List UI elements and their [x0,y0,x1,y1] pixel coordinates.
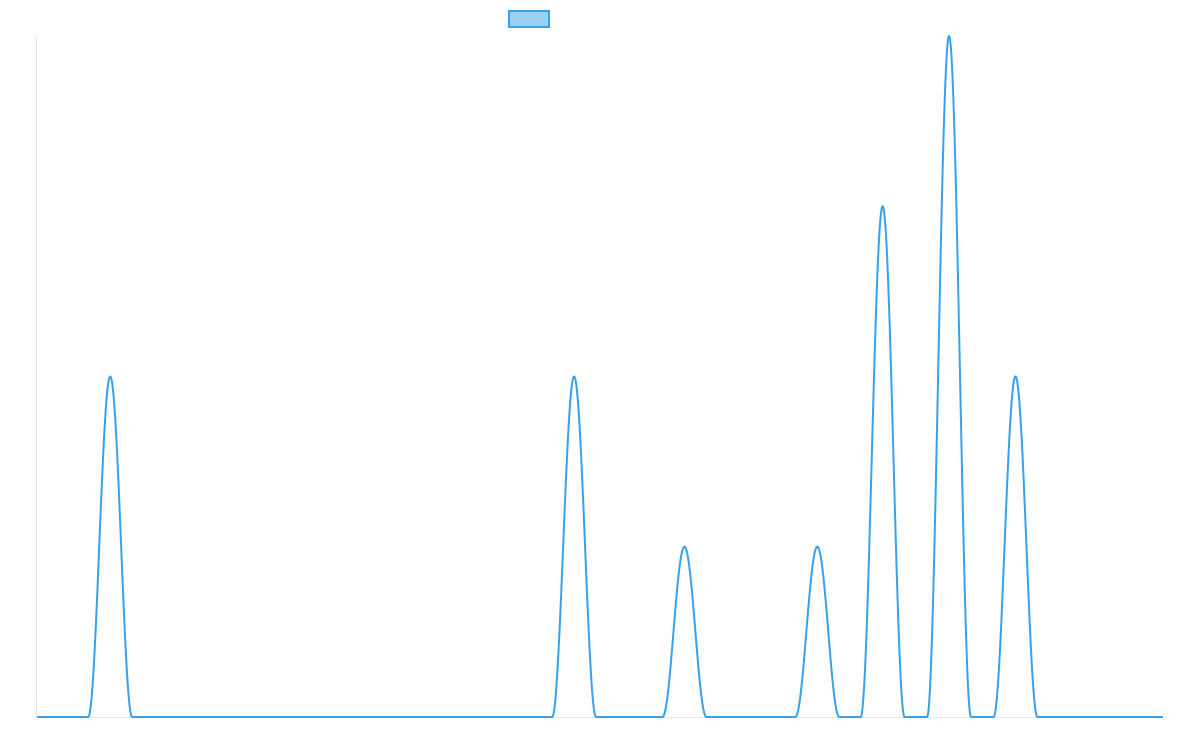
series-layer [36,35,1164,718]
legend-swatch[interactable] [508,10,550,28]
series-line-0[interactable] [36,35,1164,718]
